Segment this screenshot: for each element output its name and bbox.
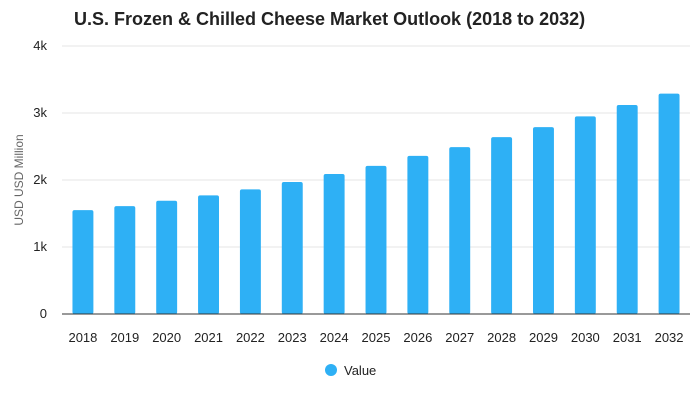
bar-2028[interactable]	[491, 137, 513, 314]
y-tick-label: 4k	[33, 38, 47, 53]
bar-2022[interactable]	[239, 189, 261, 314]
bar-2023[interactable]	[281, 182, 303, 314]
y-tick-label: 3k	[33, 105, 47, 120]
y-tick-label: 2k	[33, 172, 47, 187]
x-tick-label: 2026	[403, 330, 432, 345]
bar-2026[interactable]	[407, 155, 429, 314]
y-tick-label: 1k	[33, 239, 47, 254]
x-tick-label: 2021	[194, 330, 223, 345]
legend[interactable]: Value	[325, 363, 376, 378]
x-tick-label: 2019	[110, 330, 139, 345]
bar-2025[interactable]	[365, 165, 387, 314]
x-tick-label: 2024	[320, 330, 349, 345]
x-tick-label: 2023	[278, 330, 307, 345]
x-tick-label: 2018	[68, 330, 97, 345]
x-tick-label: 2025	[362, 330, 391, 345]
x-tick-label: 2030	[571, 330, 600, 345]
x-tick-label: 2032	[655, 330, 684, 345]
x-tick-label: 2028	[487, 330, 516, 345]
bar-2019[interactable]	[114, 206, 136, 314]
bar-2032[interactable]	[658, 93, 680, 314]
x-tick-label: 2027	[445, 330, 474, 345]
y-axis-label: USD USD Million	[12, 134, 26, 225]
bars	[72, 93, 680, 315]
x-tick-label: 2020	[152, 330, 181, 345]
x-tick-label: 2031	[613, 330, 642, 345]
bar-2021[interactable]	[198, 195, 219, 314]
y-tick-label: 0	[40, 306, 47, 321]
y-axis-ticks: 0 1k 2k 3k 4k	[33, 38, 47, 321]
legend-label: Value	[344, 363, 376, 378]
bar-2029[interactable]	[533, 127, 554, 314]
x-tick-label: 2029	[529, 330, 558, 345]
bar-2027[interactable]	[449, 147, 471, 314]
bar-2020[interactable]	[156, 200, 178, 314]
bar-2031[interactable]	[616, 104, 638, 315]
bar-2024[interactable]	[323, 173, 345, 314]
chart-title: U.S. Frozen & Chilled Cheese Market Outl…	[74, 9, 585, 29]
x-axis-ticks: 2018 2019 2020 2021 2022 2023 2024 2025 2026 2027…	[68, 330, 683, 345]
bar-2018[interactable]	[72, 210, 94, 314]
bar-2030[interactable]	[574, 116, 596, 314]
x-tick-label: 2022	[236, 330, 265, 345]
legend-swatch	[325, 364, 337, 376]
